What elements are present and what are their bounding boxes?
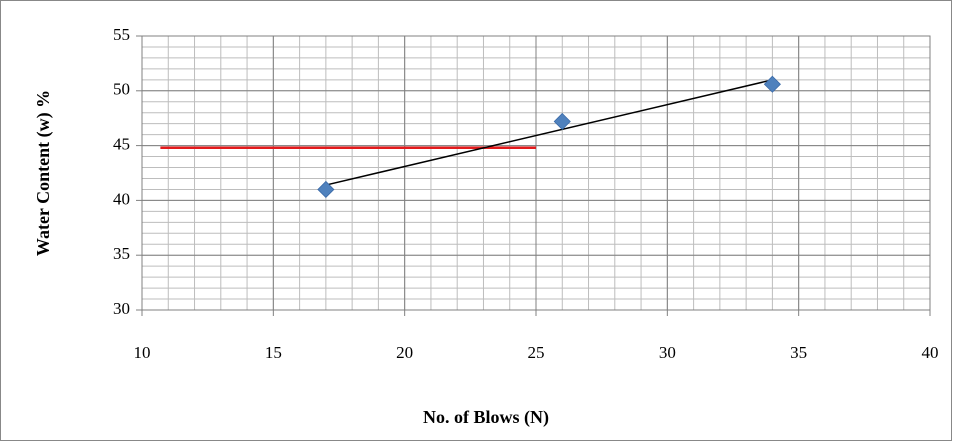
x-tick-label: 10 <box>134 343 151 362</box>
data-point <box>317 180 335 199</box>
y-tick-label: 30 <box>113 299 130 318</box>
x-tick-label: 25 <box>528 343 545 362</box>
x-tick-label: 35 <box>790 343 807 362</box>
data-point <box>763 75 781 93</box>
y-axis-title: Water Content (w) % <box>33 90 54 256</box>
trend-line <box>325 79 773 186</box>
y-tick-label: 50 <box>113 80 130 99</box>
y-tick-label: 35 <box>113 244 130 263</box>
x-tick-label: 20 <box>396 343 413 362</box>
x-tick-label: 40 <box>922 343 939 362</box>
x-tick-label: 30 <box>659 343 676 362</box>
plot-area-border <box>141 35 931 311</box>
data-point <box>553 112 571 131</box>
y-tick-label: 40 <box>113 189 130 208</box>
y-tick-label: 55 <box>113 25 130 44</box>
x-axis-title: No. of Blows (N) <box>423 407 549 428</box>
x-tick-label: 15 <box>265 343 282 362</box>
y-tick-label: 45 <box>113 135 130 154</box>
